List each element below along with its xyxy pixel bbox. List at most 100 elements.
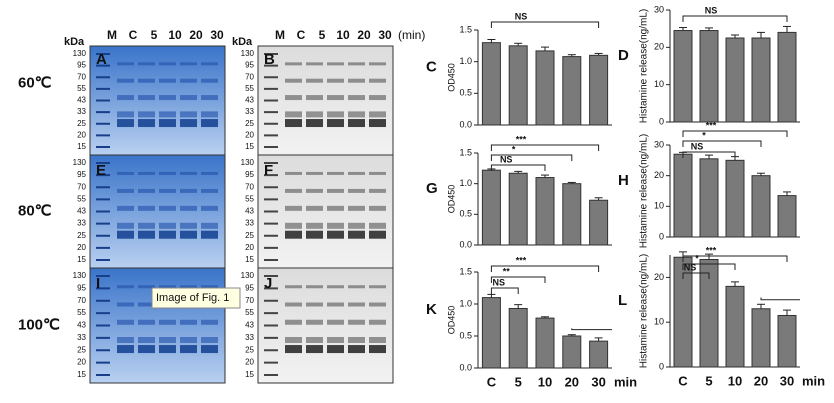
gel-band bbox=[180, 345, 197, 354]
gel-band bbox=[348, 171, 365, 175]
significance-bracket bbox=[490, 287, 519, 294]
gel-band bbox=[369, 345, 386, 354]
panel-letter: G bbox=[426, 180, 438, 197]
marker-band bbox=[264, 134, 278, 137]
gel-band bbox=[285, 205, 302, 211]
gel-band bbox=[306, 205, 323, 211]
gel-band bbox=[201, 319, 218, 325]
marker-band bbox=[264, 275, 278, 277]
significance-bracket bbox=[490, 164, 546, 171]
y-axis-label: OD450 bbox=[446, 306, 456, 335]
marker-label: 130 bbox=[73, 49, 87, 58]
gel-band bbox=[159, 222, 176, 229]
gel-band bbox=[201, 285, 218, 289]
y-tick-label: 0.5 bbox=[459, 330, 472, 340]
marker-label: 130 bbox=[73, 158, 87, 167]
significance-label: *** bbox=[706, 120, 717, 130]
marker-label: 95 bbox=[77, 170, 86, 179]
gel-band bbox=[348, 205, 365, 211]
significance-bracket bbox=[571, 328, 612, 331]
y-tick-label: 20 bbox=[654, 272, 664, 282]
gel-band bbox=[327, 111, 344, 118]
panel-letter: F bbox=[264, 162, 273, 179]
significance-label: * bbox=[702, 130, 706, 140]
gel-band bbox=[306, 188, 323, 193]
gel-band bbox=[180, 222, 197, 229]
gel-band bbox=[306, 111, 323, 118]
gel-band bbox=[159, 345, 176, 354]
gel-band bbox=[180, 111, 197, 118]
y-tick-label: 1.0 bbox=[459, 298, 472, 308]
y-tick-label: 1.5 bbox=[459, 24, 472, 34]
gel-band bbox=[180, 285, 197, 289]
y-axis-label: OD450 bbox=[446, 63, 456, 92]
bar bbox=[589, 199, 609, 246]
marker-label: 55 bbox=[77, 308, 86, 317]
bar bbox=[508, 172, 528, 246]
y-tick-label: 1.0 bbox=[459, 56, 472, 66]
bar bbox=[589, 54, 609, 126]
gel-band bbox=[327, 319, 344, 325]
marker-band bbox=[96, 312, 110, 315]
gel-band bbox=[327, 171, 344, 175]
significance-label: NS bbox=[515, 11, 528, 21]
gel-band bbox=[285, 319, 302, 325]
bar bbox=[725, 37, 745, 123]
marker-label: 95 bbox=[77, 61, 86, 70]
gel-band bbox=[201, 205, 218, 211]
significance-label: *** bbox=[516, 134, 527, 144]
marker-band bbox=[96, 275, 110, 277]
panel-letter: B bbox=[264, 51, 275, 68]
y-tick-label: 10 bbox=[654, 201, 664, 211]
gel-band bbox=[201, 78, 218, 83]
gel-band bbox=[117, 119, 134, 128]
significance-label: ** bbox=[503, 266, 511, 276]
x-tick-label: 30 bbox=[780, 373, 794, 388]
lane-label: M bbox=[275, 28, 285, 42]
gel-band bbox=[117, 205, 134, 211]
gel-band bbox=[180, 337, 197, 343]
gel-band bbox=[285, 78, 302, 83]
marker-label: 95 bbox=[245, 61, 254, 70]
marker-label: 25 bbox=[245, 231, 254, 240]
gel-band bbox=[306, 230, 323, 239]
bar bbox=[562, 183, 582, 246]
gel-band bbox=[159, 62, 176, 66]
significance-bracket bbox=[490, 144, 600, 151]
y-tick-label: 30 bbox=[654, 4, 664, 14]
gel-band bbox=[201, 171, 218, 175]
gel-band bbox=[117, 111, 134, 118]
marker-band bbox=[264, 162, 278, 164]
marker-band bbox=[264, 324, 278, 327]
gel-band bbox=[369, 95, 386, 101]
y-tick-label: 0.0 bbox=[459, 362, 472, 372]
gel-band bbox=[180, 230, 197, 239]
marker-band bbox=[96, 361, 110, 364]
marker-band bbox=[264, 111, 278, 114]
marker-band bbox=[96, 299, 110, 302]
gel-band bbox=[117, 285, 134, 289]
gel-band bbox=[117, 78, 134, 83]
significance-bracket bbox=[490, 21, 600, 28]
lane-label: 20 bbox=[189, 28, 203, 42]
significance-label: * bbox=[695, 253, 699, 263]
gel-band bbox=[306, 319, 323, 325]
gel-band bbox=[327, 62, 344, 66]
marker-label: 20 bbox=[245, 130, 254, 139]
significance-label: * bbox=[512, 144, 516, 154]
marker-band bbox=[264, 312, 278, 315]
gel-band bbox=[327, 95, 344, 101]
marker-label: 20 bbox=[77, 243, 86, 252]
x-axis-label: min bbox=[614, 374, 637, 389]
marker-band bbox=[96, 186, 110, 189]
gel-band bbox=[138, 111, 155, 118]
gel-band bbox=[117, 302, 134, 307]
marker-band bbox=[264, 122, 278, 125]
marker-label: 33 bbox=[77, 219, 86, 228]
x-tick-label: 5 bbox=[705, 373, 712, 388]
gel-band bbox=[138, 62, 155, 66]
significance-bracket bbox=[682, 151, 736, 158]
gel-band bbox=[306, 222, 323, 229]
marker-label: 33 bbox=[77, 107, 86, 116]
gel-band bbox=[327, 230, 344, 239]
